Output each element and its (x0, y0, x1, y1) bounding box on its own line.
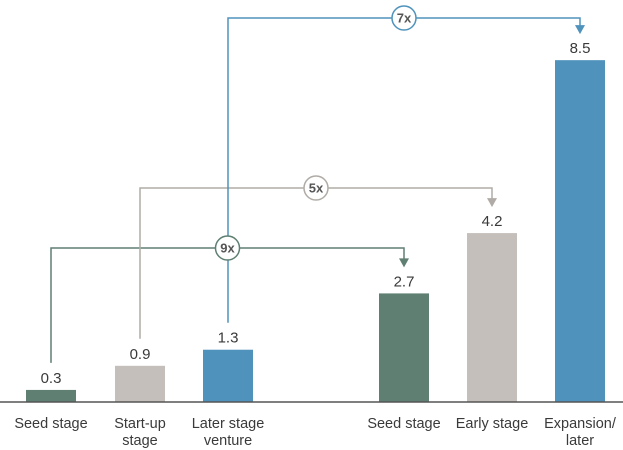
multiplier-label-0: 9x (220, 241, 235, 256)
category-label-1-1: stage (122, 433, 157, 449)
bar-4 (467, 233, 517, 402)
category-label-0-0: Seed stage (14, 416, 87, 432)
value-label-4: 4.2 (482, 213, 503, 230)
bar-3 (379, 293, 429, 402)
value-label-5: 8.5 (570, 40, 591, 57)
multiplier-bubble-0 (214, 235, 241, 261)
connector-line-1 (139, 187, 493, 339)
category-label-4-0: Early stage (456, 416, 529, 432)
connector-arrowhead-1 (487, 198, 497, 208)
multiplier-bubble-2 (391, 5, 417, 31)
bar-0 (26, 389, 76, 402)
connector-arrowhead-0 (399, 258, 409, 268)
category-label-3-0: Seed stage (367, 416, 440, 432)
value-label-0: 0.3 (41, 370, 62, 387)
category-label-1-0: Start-up (114, 416, 166, 432)
category-label-2-1: venture (204, 433, 252, 449)
bar-1 (115, 365, 165, 402)
bar-2 (203, 349, 253, 402)
category-label-5-0: Expansion/ (544, 416, 617, 432)
multiplier-label-2: 7x (397, 11, 412, 26)
connector-arrowhead-2 (575, 25, 585, 35)
value-labels: 0.3 0.9 1.3 2.7 4.2 8.5 (41, 40, 591, 387)
bar-group (26, 60, 605, 403)
category-label-5-1: later (566, 433, 594, 449)
value-label-2: 1.3 (218, 330, 239, 347)
value-label-3: 2.7 (394, 273, 415, 290)
multiplier-bubbles: 9x 5x 7x (214, 5, 417, 261)
value-label-1: 0.9 (130, 346, 151, 363)
bar-5 (555, 60, 605, 403)
category-label-2-0: Later stage (192, 416, 265, 432)
multiplier-label-1: 5x (309, 181, 324, 196)
multiplier-bubble-1 (303, 175, 329, 201)
